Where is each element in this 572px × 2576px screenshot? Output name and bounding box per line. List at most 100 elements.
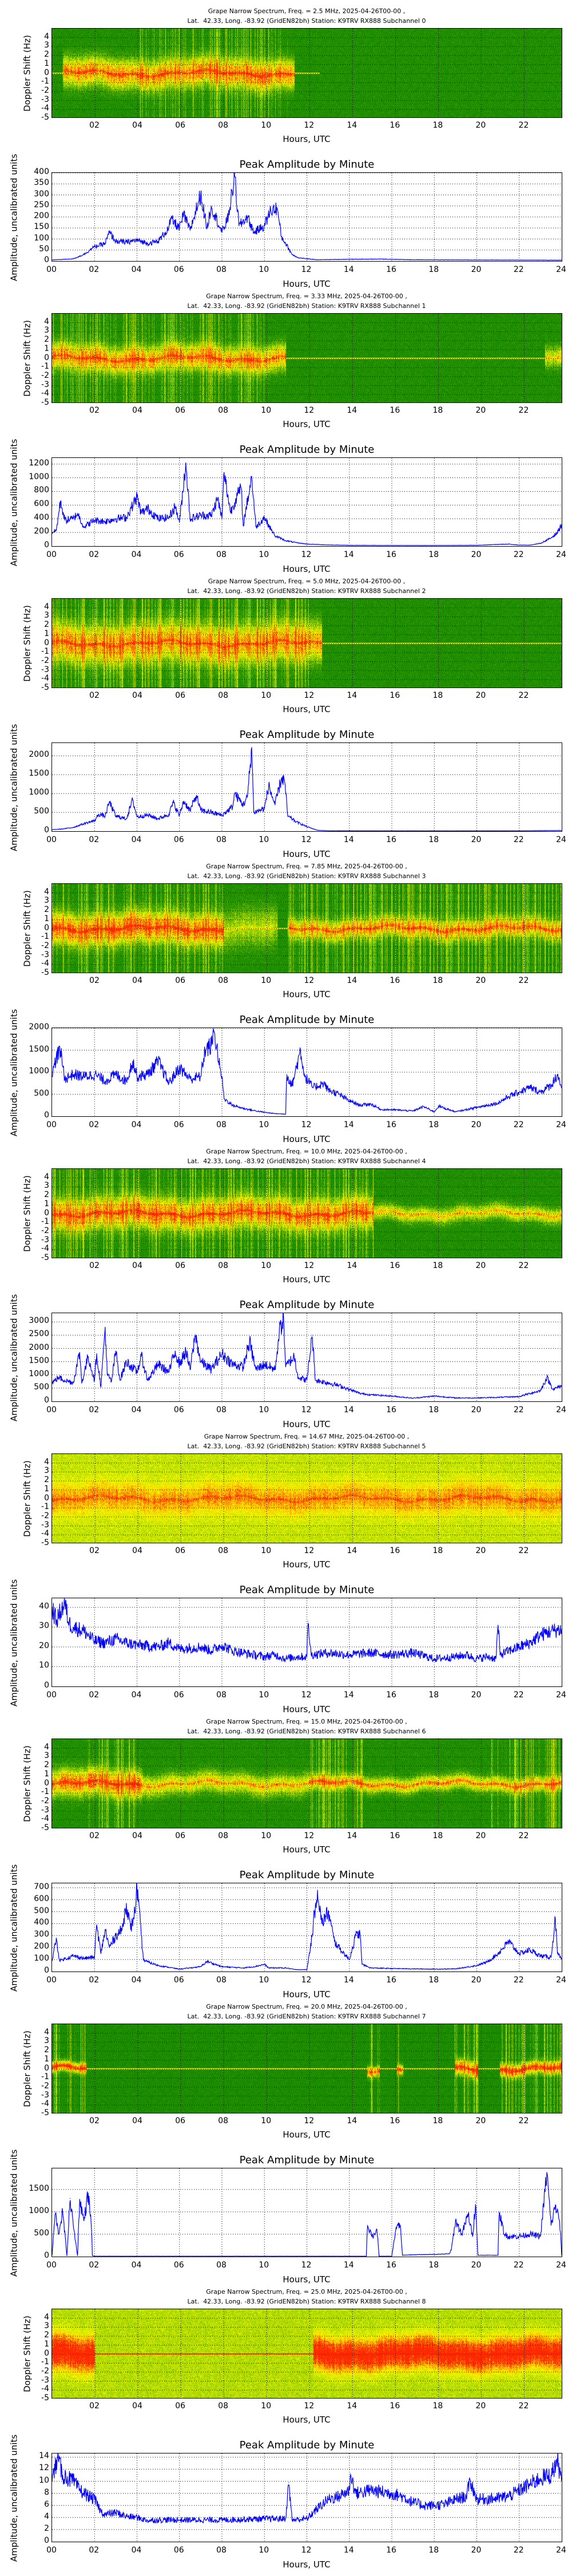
x-axis-label: Hours, UTC bbox=[283, 279, 331, 289]
y-tick-label: 3 bbox=[44, 1751, 49, 1761]
y-tick-label: 12 bbox=[39, 2463, 49, 2473]
y-tick-label: 2000 bbox=[29, 1022, 49, 1032]
x-tick-label: 16 bbox=[390, 2401, 400, 2411]
x-tick-label: 24 bbox=[556, 1976, 566, 1985]
y-tick-label: 0 bbox=[44, 1111, 49, 1120]
x-tick-label: 18 bbox=[428, 2261, 439, 2270]
amplitude-data-point bbox=[91, 2225, 92, 2226]
x-axis-label: Hours, UTC bbox=[283, 1134, 331, 1144]
spectrogram-plot bbox=[51, 1739, 562, 1828]
x-tick-label: 12 bbox=[301, 2261, 312, 2270]
x-tick-label: 04 bbox=[131, 265, 142, 274]
y-tick-label: 3 bbox=[44, 1181, 49, 1191]
amplitude-chart-title: Peak Amplitude by Minute bbox=[239, 1584, 375, 1596]
x-tick-label: 12 bbox=[301, 835, 312, 844]
y-tick-label: -3 bbox=[41, 380, 49, 389]
x-tick-label: 14 bbox=[343, 265, 354, 274]
frequency-panel: Grape Narrow Spectrum, Freq. = 10.0 MHz,… bbox=[0, 1142, 572, 1429]
x-tick-label: 24 bbox=[556, 2546, 566, 2555]
y-tick-label: -2 bbox=[41, 370, 49, 380]
y-tick-label: -1 bbox=[41, 2357, 49, 2367]
y-axis-label: Amplitude, uncalibrated units bbox=[9, 1294, 19, 1422]
x-tick-label: 12 bbox=[301, 1690, 312, 1700]
y-tick-label: -1 bbox=[41, 1787, 49, 1797]
amplitude-data-point bbox=[561, 2480, 562, 2482]
amplitude-data-point bbox=[285, 1366, 286, 1368]
x-tick-label: 04 bbox=[131, 2261, 142, 2270]
y-tick-label: 1500 bbox=[29, 1356, 49, 1365]
x-tick-label: 14 bbox=[343, 1690, 354, 1700]
y-tick-label: 0 bbox=[44, 353, 49, 362]
amplitude-data-point bbox=[284, 780, 285, 781]
spectrogram-image bbox=[52, 599, 562, 688]
amplitude-data-point bbox=[179, 1364, 180, 1365]
amplitude-plot bbox=[51, 2168, 562, 2257]
x-tick-label: 04 bbox=[131, 1690, 142, 1700]
x-tick-label: 00 bbox=[46, 835, 57, 844]
amplitude-data-point bbox=[57, 2456, 58, 2458]
amplitude-data-point bbox=[96, 1353, 97, 1354]
y-tick-label: 2000 bbox=[29, 1342, 49, 1352]
amplitude-data-point bbox=[412, 2254, 414, 2255]
x-tick-label: 18 bbox=[432, 406, 443, 415]
y-tick-label: 2 bbox=[44, 2330, 49, 2340]
x-tick-label: 22 bbox=[513, 1405, 524, 1415]
amplitude-plot bbox=[51, 2453, 562, 2542]
amplitude-data-point bbox=[62, 828, 63, 829]
amplitude-data-point bbox=[540, 2478, 541, 2479]
y-tick-label: -2 bbox=[41, 655, 49, 665]
x-tick-label: 22 bbox=[518, 976, 529, 985]
amplitude-data-point bbox=[391, 1654, 392, 1656]
amplitude-data-point bbox=[185, 1350, 186, 1352]
amplitude-data-point bbox=[52, 829, 53, 830]
x-tick-label: 18 bbox=[428, 550, 439, 559]
amplitude-data-point bbox=[147, 243, 148, 244]
x-tick-label: 04 bbox=[132, 976, 142, 985]
y-tick-label: -5 bbox=[41, 113, 49, 122]
y-tick-label: 0 bbox=[44, 255, 49, 264]
x-tick-label: 18 bbox=[428, 1976, 439, 1985]
y-tick-label: 0 bbox=[44, 1778, 49, 1788]
y-tick-label: 1 bbox=[44, 629, 49, 638]
x-tick-label: 18 bbox=[432, 2116, 443, 2125]
x-tick-label: 20 bbox=[471, 1976, 482, 1985]
x-tick-label: 20 bbox=[475, 691, 486, 700]
amplitude-svg bbox=[52, 173, 562, 261]
amplitude-data-point bbox=[62, 2211, 63, 2212]
x-tick-label: 22 bbox=[518, 1546, 529, 1555]
amplitude-data-point bbox=[58, 1377, 59, 1378]
amplitude-data-point bbox=[561, 1385, 562, 1386]
y-axis-label: Doppler Shift (Hz) bbox=[22, 2316, 33, 2392]
x-tick-label: 04 bbox=[132, 1546, 142, 1555]
amplitude-data-point bbox=[106, 1374, 108, 1376]
spectrogram-grid bbox=[52, 2309, 562, 2398]
spectrogram-grid bbox=[52, 314, 562, 402]
x-tick-label: 02 bbox=[89, 265, 100, 274]
y-tick-label: 2 bbox=[44, 335, 49, 345]
x-tick-label: 04 bbox=[131, 1976, 142, 1985]
x-tick-label: 02 bbox=[89, 1405, 100, 1415]
amplitude-data-point bbox=[391, 1968, 392, 1969]
y-tick-label: 150 bbox=[34, 222, 49, 232]
y-tick-label: 0 bbox=[44, 2063, 49, 2073]
amplitude-svg bbox=[52, 2453, 562, 2542]
x-tick-label: 16 bbox=[390, 2116, 400, 2125]
amplitude-data-point bbox=[370, 1967, 371, 1969]
y-tick-label: 1 bbox=[44, 1199, 49, 1208]
x-axis-label: Hours, UTC bbox=[283, 2415, 331, 2425]
amplitude-data-point bbox=[298, 1377, 299, 1378]
amplitude-data-point bbox=[94, 2255, 95, 2257]
y-axis-label: Amplitude, uncalibrated units bbox=[9, 1864, 19, 1992]
amplitude-chart-title: Peak Amplitude by Minute bbox=[239, 444, 375, 456]
x-tick-label: 16 bbox=[390, 1546, 400, 1555]
x-tick-label: 20 bbox=[475, 1831, 486, 1840]
amplitude-data-point bbox=[476, 2499, 478, 2500]
amplitude-data-point bbox=[264, 1364, 265, 1365]
x-tick-label: 10 bbox=[259, 265, 269, 274]
amplitude-data-point bbox=[228, 216, 229, 218]
amplitude-plot bbox=[51, 1598, 562, 1687]
x-tick-label: 02 bbox=[89, 1976, 100, 1985]
amplitude-data-point bbox=[264, 808, 265, 809]
x-tick-label: 10 bbox=[261, 1831, 272, 1840]
x-tick-label: 08 bbox=[218, 1831, 229, 1840]
